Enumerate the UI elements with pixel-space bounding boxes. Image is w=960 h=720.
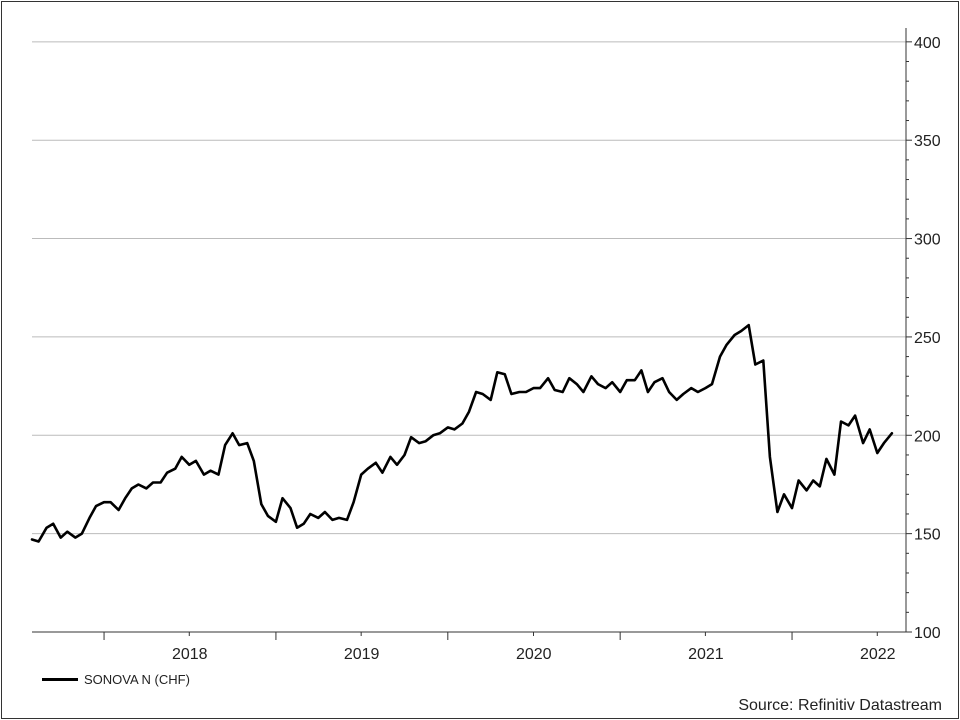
y-tick-label-400: 400	[914, 35, 941, 52]
series-line-0	[30, 323, 894, 543]
y-axis-ticks: 100 150 200 250 300 350 400	[906, 35, 941, 642]
y-tick-label-150: 150	[914, 527, 941, 544]
x-tick-label-2018: 2018	[172, 646, 208, 663]
x-axis-ticks: 2018 2019 2020 2021 2022	[103, 632, 896, 663]
gridlines	[32, 41, 906, 535]
y-tick-label-100: 100	[914, 625, 941, 642]
series-layer	[30, 323, 894, 543]
x-tick-label-2020: 2020	[516, 646, 552, 663]
y-tick-label-300: 300	[914, 232, 941, 249]
legend-label: SONOVA N (CHF)	[84, 672, 190, 687]
y-tick-label-200: 200	[914, 428, 941, 445]
x-tick-label-2019: 2019	[344, 646, 380, 663]
y-tick-label-350: 350	[914, 133, 941, 150]
x-tick-label-2021: 2021	[688, 646, 724, 663]
source-note: Source: Refinitiv Datastream	[738, 697, 942, 714]
legend-line-swatch	[42, 678, 78, 681]
x-tick-label-2022: 2022	[860, 646, 896, 663]
legend: SONOVA N (CHF)	[42, 672, 190, 687]
axes	[32, 28, 907, 633]
y-tick-label-250: 250	[914, 330, 941, 347]
